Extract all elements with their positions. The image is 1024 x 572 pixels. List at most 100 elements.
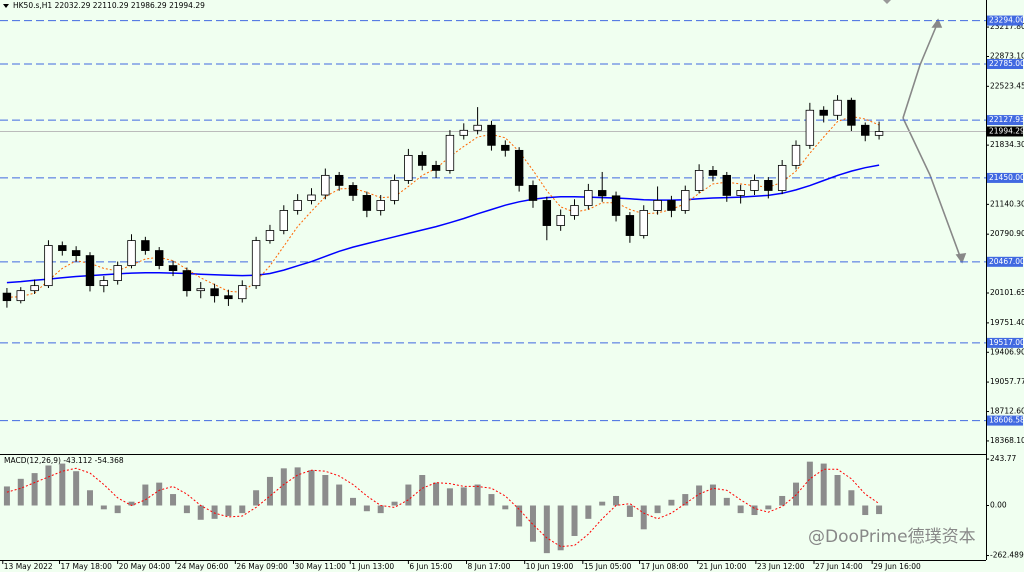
- projection-arrows: [902, 18, 967, 264]
- macd-bar: [363, 505, 370, 512]
- x-tick-label: 21 Jun 10:00: [699, 562, 747, 571]
- candle-body: [639, 210, 648, 236]
- macd-bar: [128, 501, 135, 506]
- level-label-box: [987, 59, 1023, 70]
- macd-bar: [31, 473, 38, 506]
- x-tick-label: 30 May 11:00: [294, 562, 346, 571]
- candle-body: [2, 292, 12, 302]
- level-label: 22127.93: [989, 115, 1024, 124]
- y-tick-label: 23217.80: [990, 22, 1024, 31]
- y-tick-label: 21140.30: [990, 199, 1024, 208]
- candle-body: [445, 134, 455, 171]
- candle-body: [154, 250, 164, 266]
- candle-body: [750, 180, 759, 191]
- candle-body: [736, 190, 745, 196]
- candle-body: [653, 200, 662, 211]
- macd-bar: [848, 490, 855, 506]
- up-arrow: [902, 21, 939, 119]
- level-label-box: [987, 115, 1023, 126]
- x-tick-label: 15 Jun 05:00: [584, 562, 632, 571]
- macd-bar: [626, 505, 633, 517]
- macd-bar: [17, 478, 24, 506]
- candle-body: [777, 164, 787, 191]
- candle-body: [708, 170, 718, 176]
- macd-bar: [59, 463, 66, 506]
- candle-body: [722, 174, 732, 196]
- moving-average: [6, 164, 880, 284]
- macd-bar: [502, 505, 509, 510]
- candle-body: [99, 280, 109, 287]
- macd-bar: [640, 505, 647, 530]
- level-label-box: [987, 256, 1023, 267]
- macd-bar: [225, 505, 232, 516]
- macd-bar: [613, 495, 620, 506]
- macd-bar: [183, 505, 190, 514]
- candle-body: [265, 230, 275, 241]
- candle-body: [667, 200, 676, 211]
- candle-body: [307, 194, 316, 201]
- y-tick-label: 20790.90: [990, 229, 1024, 238]
- candle-body: [473, 124, 482, 131]
- candle-body: [694, 170, 704, 191]
- macd-bar: [156, 482, 163, 506]
- macd-bar: [197, 505, 204, 520]
- candle-body: [528, 185, 538, 201]
- macd-bar: [45, 465, 52, 506]
- y-tick-label: 22523.45: [990, 81, 1024, 90]
- candle-body: [127, 240, 136, 266]
- macd-bar: [474, 484, 481, 506]
- candle-body: [113, 265, 122, 281]
- x-tick-label: 17 May 18:00: [61, 562, 113, 571]
- x-tick-label: 10 Jun 19:00: [526, 562, 574, 571]
- macd-bar: [834, 475, 841, 506]
- level-label: 18606.58: [989, 416, 1024, 425]
- candle-body: [196, 288, 205, 292]
- macd-bar: [862, 505, 869, 516]
- macd-bar: [779, 495, 786, 506]
- macd-bar: [668, 499, 675, 506]
- macd-bar: [654, 505, 661, 514]
- x-tick-label: 29 Jun 16:00: [873, 562, 921, 571]
- moving-average: [6, 115, 880, 298]
- level-label: 22785.00: [989, 59, 1024, 68]
- macd-bar: [405, 484, 412, 506]
- candle-body: [182, 270, 192, 292]
- x-tick-label: 27 Jun 14:00: [815, 562, 863, 571]
- level-label-box: [987, 337, 1023, 348]
- candle-body: [334, 174, 344, 186]
- y-tick-label: 20101.65: [990, 288, 1024, 297]
- macd-bar: [336, 484, 343, 506]
- level-label: 19517.00: [989, 338, 1024, 347]
- candle-body: [418, 155, 427, 166]
- down-arrow: [902, 117, 962, 260]
- macd-bar: [709, 484, 716, 506]
- macd-bar: [516, 505, 523, 527]
- y-tick-label: 19751.40: [990, 318, 1024, 327]
- candle-body: [293, 200, 302, 211]
- macd-bar: [543, 505, 550, 554]
- y-tick-label: 243.77: [990, 454, 1016, 463]
- candle-body: [542, 200, 552, 226]
- macd-bar: [793, 482, 800, 506]
- macd-bar: [682, 494, 689, 506]
- candle-body: [251, 240, 261, 287]
- macd-bar: [3, 486, 10, 506]
- macd-bar: [433, 482, 440, 506]
- macd-bar: [488, 494, 495, 506]
- candle-body: [16, 290, 25, 302]
- macd-bar: [460, 487, 467, 506]
- level-label-box: [987, 172, 1023, 183]
- candle-body: [833, 99, 842, 116]
- x-tick-label: 13 May 2022: [4, 562, 53, 571]
- macd-bar: [239, 505, 246, 514]
- y-tick-label: 21834.30: [990, 140, 1024, 149]
- macd-bar: [585, 505, 592, 519]
- watermark: @DooPrime德璞资本: [808, 527, 976, 547]
- candle-body: [819, 109, 828, 116]
- x-tick-label: 24 May 06:00: [177, 562, 229, 571]
- x-tick-label: 6 Jun 15:00: [409, 562, 452, 571]
- symbol-menu-icon[interactable]: [3, 4, 9, 8]
- level-label: 23294.00: [989, 16, 1024, 25]
- candle-body: [362, 195, 372, 211]
- macd-bar: [211, 505, 218, 519]
